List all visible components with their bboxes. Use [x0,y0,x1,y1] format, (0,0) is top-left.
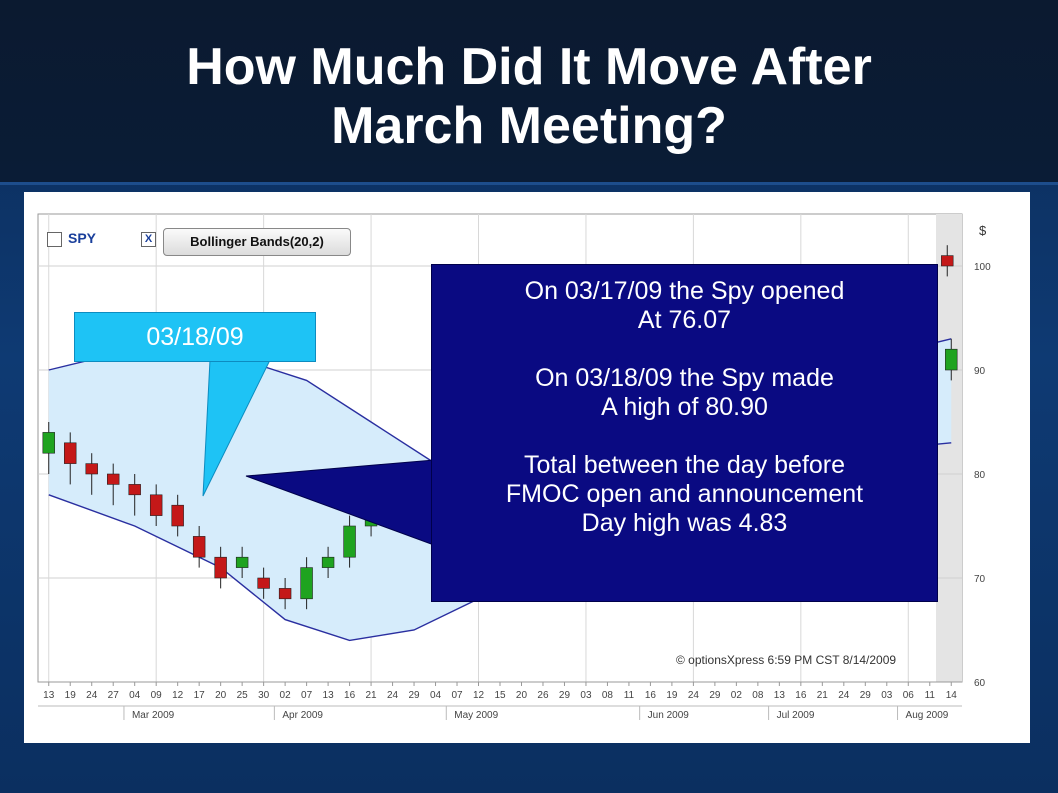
x-tick-label: 29 [860,690,872,701]
x-tick-label: 13 [43,690,55,701]
candle-body [42,432,55,454]
x-tick-label: 20 [215,690,227,701]
y-tick-label: 100 [974,262,991,273]
candle-body [343,525,356,558]
info-callout-line [432,335,937,364]
candle-body [171,504,184,527]
x-tick-label: 20 [516,690,528,701]
candle-body [300,567,313,600]
y-tick-label: 70 [974,574,986,585]
candle-body [128,484,141,496]
candle-body [214,556,227,579]
x-tick-label: 30 [258,690,270,701]
x-tick-label: 12 [172,690,184,701]
candle-body [64,442,77,464]
candle-body [192,536,206,558]
x-tick-label: 24 [688,690,700,701]
x-tick-label: 21 [817,690,829,701]
x-tick-label: 13 [323,690,335,701]
x-tick-label: 21 [366,690,378,701]
x-tick-label: 13 [774,690,786,701]
x-tick-label: 19 [65,690,77,701]
spy-checkbox[interactable] [47,232,62,247]
candle-body [85,463,98,475]
x-tick-label: 04 [430,690,442,701]
date-callout: 03/18/09 [74,312,316,362]
x-tick-label: 12 [473,690,485,701]
info-callout-line: On 03/18/09 the Spy made [535,364,834,392]
month-label: Mar 2009 [132,710,175,721]
title-bar: How Much Did It Move After March Meeting… [0,0,1058,185]
x-tick-label: 06 [903,690,915,701]
x-tick-label: 11 [925,690,936,701]
x-tick-label: 09 [151,690,163,701]
month-label: Aug 2009 [906,710,949,721]
candle-body [386,494,399,516]
info-callout-line: Day high was 4.83 [581,509,788,537]
x-tick-label: 29 [408,690,420,701]
candle-body [257,577,270,589]
month-label: May 2009 [454,710,498,721]
x-tick-label: 24 [838,690,850,701]
x-tick-label: 07 [301,690,313,701]
x-tick-label: 08 [752,690,764,701]
x-tick-label: 03 [881,690,893,701]
x-tick-label: 16 [795,690,807,701]
x-tick-label: 02 [280,690,292,701]
x-tick-label: 17 [194,690,206,701]
slide-title-line-2: March Meeting? [331,97,727,155]
x-tick-label: 19 [666,690,678,701]
slide-title: How Much Did It Move After March Meeting… [0,38,1058,156]
x-tick-label: 07 [451,690,463,701]
candle-body [149,494,163,516]
x-tick-label: 03 [580,690,592,701]
x-tick-label: 16 [645,690,657,701]
candle-body [321,556,335,568]
candle-body [278,588,292,600]
info-callout-line: A high of 80.90 [601,393,768,421]
x-tick-label: 24 [387,690,399,701]
x-tick-label: 25 [237,690,249,701]
x-tick-label: 24 [86,690,98,701]
x-tick-label: 26 [537,690,549,701]
candle-body [945,348,958,371]
x-tick-label: 16 [344,690,356,701]
info-callout: On 03/17/09 the Spy opened At 76.07 On 03/… [431,264,938,602]
x-tick-label: 29 [559,690,571,701]
y-tick-label: 90 [974,366,986,377]
x-tick-label: 08 [602,690,614,701]
spy-legend-label: SPY [68,230,97,246]
info-callout-line: On 03/17/09 the Spy opened [524,277,845,305]
bollinger-checkbox[interactable]: X [141,232,156,247]
candle-body [107,473,120,485]
x-tick-label: 02 [731,690,743,701]
info-callout-line: Total between the day before [523,451,846,479]
slide-title-line-1: How Much Did It Move After [186,38,872,96]
info-callout-line: At 76.07 [637,306,732,334]
x-tick-label: 04 [129,690,141,701]
info-callout-line: FMOC open and announcement [505,480,864,508]
current-period-shading [936,214,962,682]
y-tick-label: 60 [974,678,986,689]
x-tick-label: 29 [709,690,721,701]
candle-body [941,255,954,267]
x-tick-label: 11 [624,690,635,701]
info-callout-line [432,422,937,451]
y-tick-label: 80 [974,470,986,481]
candle-body [364,515,378,527]
x-tick-label: 14 [946,690,958,701]
candle-body [235,556,249,568]
month-label: Apr 2009 [282,710,323,721]
candle-body [407,504,421,516]
bollinger-bands-button[interactable]: Bollinger Bands(20,2) [163,228,351,256]
x-tick-label: 15 [494,690,506,701]
currency-symbol: $ [979,223,987,238]
x-tick-label: 27 [108,690,120,701]
copyright-note: © optionsXpress 6:59 PM CST 8/14/2009 [676,653,897,667]
month-label: Jun 2009 [648,710,690,721]
month-label: Jul 2009 [777,710,815,721]
